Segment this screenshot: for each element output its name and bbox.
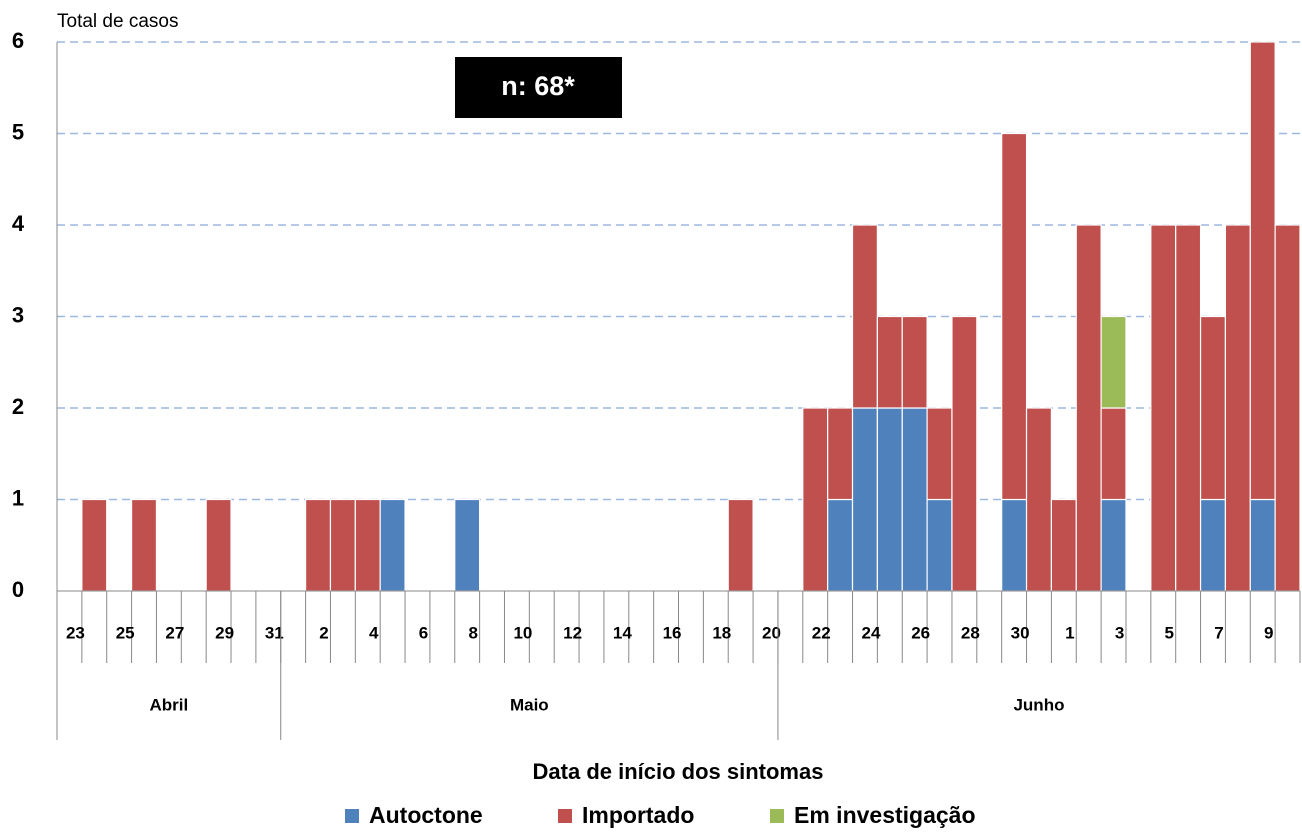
bar-segment <box>1199 498 1227 592</box>
bar-segment <box>1100 407 1127 501</box>
x-tick-label: 28 <box>961 623 980 642</box>
x-tick-label: 3 <box>1115 623 1124 642</box>
bar-segment <box>901 407 928 592</box>
x-tick-label: 10 <box>513 623 532 642</box>
bar-segment <box>827 407 854 501</box>
bar-segment <box>1224 224 1251 592</box>
bar-segment <box>876 315 903 409</box>
legend-label: Em investigação <box>794 802 976 828</box>
bar-segment <box>827 498 854 592</box>
x-tick-label: 1 <box>1065 623 1074 642</box>
bar-segment <box>130 498 158 592</box>
x-tick-label: 6 <box>419 623 428 642</box>
x-tick-label: 25 <box>116 623 135 642</box>
bar-segment <box>454 498 481 592</box>
bar-segment <box>379 498 406 592</box>
y-tick-label: 4 <box>12 211 25 236</box>
x-tick-label: 18 <box>712 623 731 642</box>
annotation: n: 68* <box>501 71 575 101</box>
bar-segment <box>1100 315 1127 409</box>
group-label: Abril <box>150 695 189 714</box>
bar-segment <box>802 407 829 592</box>
x-tick-label: 9 <box>1264 623 1273 642</box>
x-tick-label: 31 <box>265 623 284 642</box>
bar-segment <box>1175 224 1202 592</box>
bar-segment <box>1150 224 1177 592</box>
x-tick-label: 22 <box>812 623 831 642</box>
x-tick-label: 2 <box>319 623 328 642</box>
x-tick-label: 29 <box>215 623 234 642</box>
bar-segment <box>1249 41 1276 501</box>
x-tick-label: 16 <box>663 623 682 642</box>
bar-segment <box>926 407 953 501</box>
y-tick-label: 3 <box>12 302 24 327</box>
legend-swatch <box>345 809 359 823</box>
bar-segment <box>851 407 878 592</box>
bar-segment <box>851 224 878 409</box>
y-tick-label: 2 <box>12 394 24 419</box>
bar-segment <box>901 315 928 409</box>
bar-segment <box>1001 498 1028 592</box>
x-tick-label: 5 <box>1165 623 1174 642</box>
y-tick-label: 6 <box>12 28 24 53</box>
y-axis-title: Total de casos <box>57 11 178 32</box>
bar-segment <box>1001 132 1028 501</box>
bar-segment <box>1050 498 1077 592</box>
x-axis-title: Data de início dos sintomas <box>533 759 824 784</box>
x-tick-label: 14 <box>613 623 632 642</box>
bar-segment <box>1199 315 1227 501</box>
x-tick-label: 8 <box>468 623 477 642</box>
bar-segment <box>926 498 953 592</box>
bar-segment <box>727 498 754 592</box>
x-tick-label: 24 <box>861 623 880 642</box>
y-tick-label: 0 <box>12 577 24 602</box>
bar-segment <box>1274 224 1301 592</box>
x-tick-label: 30 <box>1011 623 1030 642</box>
legend-label: Importado <box>582 802 694 828</box>
x-tick-label: 7 <box>1214 623 1223 642</box>
legend-label: Autoctone <box>369 802 483 828</box>
bar-segment <box>81 498 108 592</box>
y-tick-label: 1 <box>12 485 24 510</box>
legend-swatch <box>558 809 572 823</box>
bar-segment <box>1249 498 1276 592</box>
x-tick-label: 12 <box>563 623 582 642</box>
y-tick-label: 5 <box>12 119 24 144</box>
bar-segment <box>205 498 232 592</box>
bar-segment <box>876 407 903 592</box>
annotation-box <box>455 57 622 118</box>
bar-segment <box>305 498 332 592</box>
x-tick-label: 4 <box>369 623 379 642</box>
bar-segment <box>1100 498 1127 592</box>
group-label: Junho <box>1013 695 1064 714</box>
group-label: Maio <box>510 695 549 714</box>
bar-segment <box>354 498 381 592</box>
bar-segment <box>951 315 978 592</box>
x-tick-label: 27 <box>165 623 184 642</box>
bar-segment <box>1025 407 1053 592</box>
x-tick-label: 26 <box>911 623 930 642</box>
bar-segment <box>1075 224 1102 592</box>
x-tick-label: 20 <box>762 623 781 642</box>
legend-swatch <box>770 809 784 823</box>
bar-segment <box>329 498 356 592</box>
x-tick-label: 23 <box>66 623 85 642</box>
